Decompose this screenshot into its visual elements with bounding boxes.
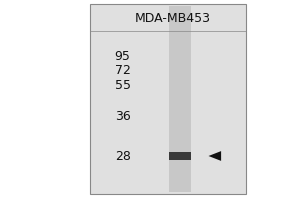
Text: 28: 28	[115, 150, 130, 162]
Text: 72: 72	[115, 64, 130, 76]
Text: 36: 36	[115, 110, 130, 122]
Text: 55: 55	[115, 79, 130, 92]
Text: MDA-MB453: MDA-MB453	[134, 12, 211, 25]
Text: 95: 95	[115, 49, 130, 62]
Bar	[90, 4, 246, 194]
Bar	[169, 6, 190, 192]
Polygon shape	[208, 151, 221, 161]
Bar	[169, 152, 190, 160]
